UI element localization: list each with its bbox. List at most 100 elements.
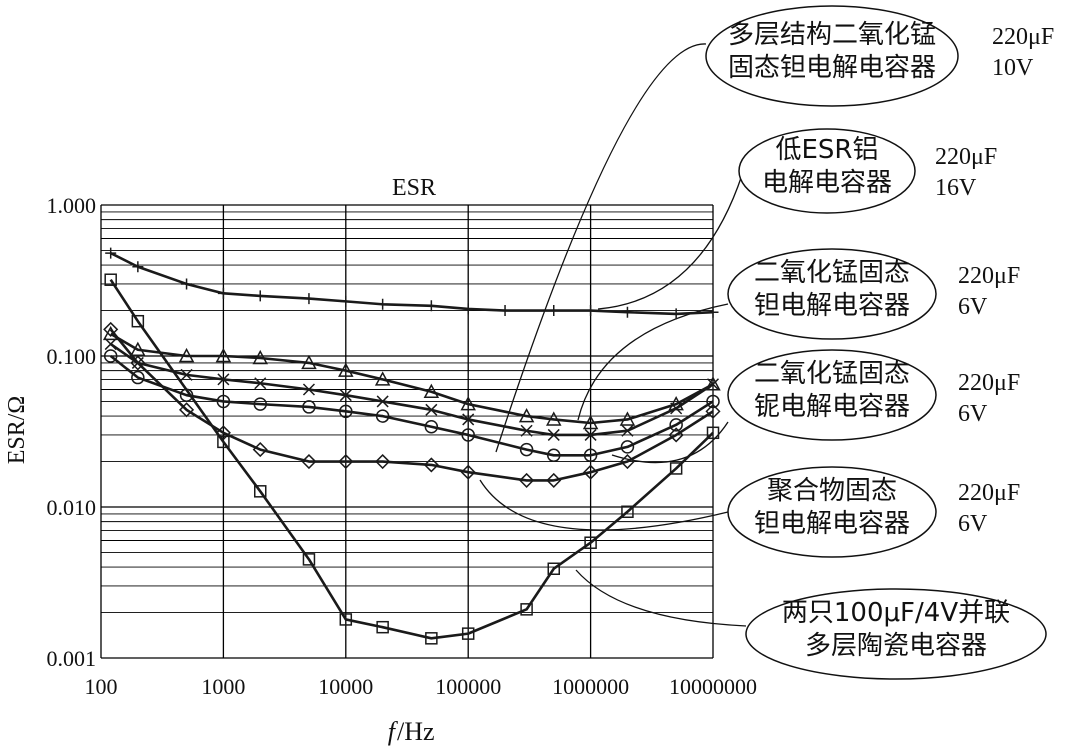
data-point-diamond <box>130 355 146 371</box>
y-axis-label: ESR/Ω <box>4 396 30 465</box>
data-point-circle <box>339 404 353 419</box>
data-point-diamond <box>338 453 354 470</box>
data-point-triangle <box>619 411 636 426</box>
leader-line-low_esr_al <box>597 174 743 310</box>
data-point-circle <box>253 397 267 411</box>
series-ml_mno2_ta_10v <box>103 349 720 463</box>
data-point-diamond <box>423 457 439 473</box>
data-point-circle <box>216 394 231 409</box>
leader-line-mno2_ta_6v <box>577 303 729 421</box>
x-tick-label: 1000 <box>201 674 245 699</box>
leader-line-polymer_ta_6v <box>479 479 729 531</box>
data-point-diamond <box>705 403 721 419</box>
data-point-square <box>669 462 683 475</box>
chart-title: ESR <box>392 175 436 201</box>
data-point-square <box>131 314 145 328</box>
callout-label: 钽电解电容器 <box>754 509 910 539</box>
series-line-polymer_ta_6v <box>109 328 714 482</box>
callout-rating: 220μF <box>958 263 1020 289</box>
data-point-plus <box>303 293 315 305</box>
y-tick-label: 0.100 <box>47 344 97 369</box>
data-point-triangle <box>338 362 354 377</box>
series-low_esr_al <box>105 247 719 320</box>
callout-label: 固态钽电解电容器 <box>728 53 936 83</box>
y-tick-label: 0.010 <box>47 495 97 520</box>
series-mno2_ta_6v <box>102 325 721 430</box>
data-point-circle <box>302 400 316 414</box>
data-point-plus <box>105 247 117 259</box>
leader-line-mlcc_2x100uf <box>575 569 747 627</box>
data-point-circle <box>669 418 683 432</box>
data-point-square <box>706 426 720 440</box>
callout-rating: 220μF <box>935 144 997 170</box>
x-axis-label-unit: /Hz <box>397 717 435 746</box>
x-tick-label: 100000 <box>435 674 501 699</box>
callout-ellipse <box>727 248 937 340</box>
callout-rating: 10V <box>992 55 1034 81</box>
data-point-diamond <box>583 464 599 480</box>
data-point-square <box>253 485 267 498</box>
data-point-diamond <box>375 453 391 470</box>
data-point-square <box>461 627 475 640</box>
data-point-cross <box>425 403 438 416</box>
data-point-square <box>376 620 389 634</box>
data-point-cross <box>180 368 193 381</box>
callout-rating: 220μF <box>958 480 1020 506</box>
data-point-triangle <box>545 411 562 426</box>
data-point-diamond <box>301 453 317 470</box>
data-point-cross <box>376 395 389 408</box>
x-axis-label-var: f <box>388 717 399 746</box>
data-point-plus <box>585 305 597 317</box>
grid <box>100 204 714 659</box>
data-point-diamond <box>546 472 562 488</box>
data-point-triangle <box>130 341 146 356</box>
callout-label: 聚合物固态 <box>767 476 897 506</box>
series-line-mno2_nb_6v <box>109 342 714 437</box>
data-point-plus <box>425 300 437 312</box>
series-mlcc_2x100uf <box>104 273 720 645</box>
x-tick-label: 10000 <box>318 674 373 699</box>
data-point-circle <box>131 370 145 385</box>
tick-labels: 100 1000 10000 100000 1000000 10000000 1.000 0.… <box>47 193 758 699</box>
data-point-triangle <box>460 396 476 411</box>
series-line-ml_mno2_ta_10v <box>109 354 714 457</box>
data-point-square <box>621 505 634 519</box>
data-point-triangle <box>215 347 232 363</box>
series-mno2_nb_6v <box>104 338 720 441</box>
data-point-square <box>425 632 438 645</box>
data-point-plus <box>548 305 560 317</box>
data-point-diamond <box>103 321 119 337</box>
data-point-triangle <box>374 371 391 386</box>
x-axis-label: f /Hz <box>388 717 435 746</box>
callout-label: 多层结构二氧化锰 <box>728 20 936 50</box>
x-tick-label: 10000000 <box>669 674 757 699</box>
y-tick-label: 0.001 <box>47 646 97 671</box>
data-point-cross <box>621 424 634 437</box>
data-point-cross <box>217 373 230 386</box>
data-point-circle <box>461 428 475 442</box>
callout-ellipse <box>727 349 937 441</box>
callout-label: 电解电容器 <box>762 168 892 198</box>
data-point-triangle <box>252 349 269 365</box>
data-point-plus <box>499 305 511 317</box>
data-point-cross <box>254 377 267 390</box>
data-point-circle <box>620 440 635 454</box>
y-tick-label: 1.000 <box>47 193 97 218</box>
data-point-plus <box>181 278 193 290</box>
x-tick-label: 100 <box>85 674 118 699</box>
data-point-diamond <box>668 427 684 443</box>
data-point-triangle <box>705 376 721 391</box>
data-point-cross <box>520 424 533 437</box>
data-point-square <box>217 435 230 449</box>
data-point-plus <box>340 295 352 307</box>
callout-label: 两只100μF/4V并联 <box>782 598 1010 628</box>
data-point-circle <box>375 409 390 423</box>
callout-rating: 220μF <box>958 370 1020 396</box>
data-point-plus <box>707 306 719 318</box>
data-point-plus <box>132 261 144 273</box>
